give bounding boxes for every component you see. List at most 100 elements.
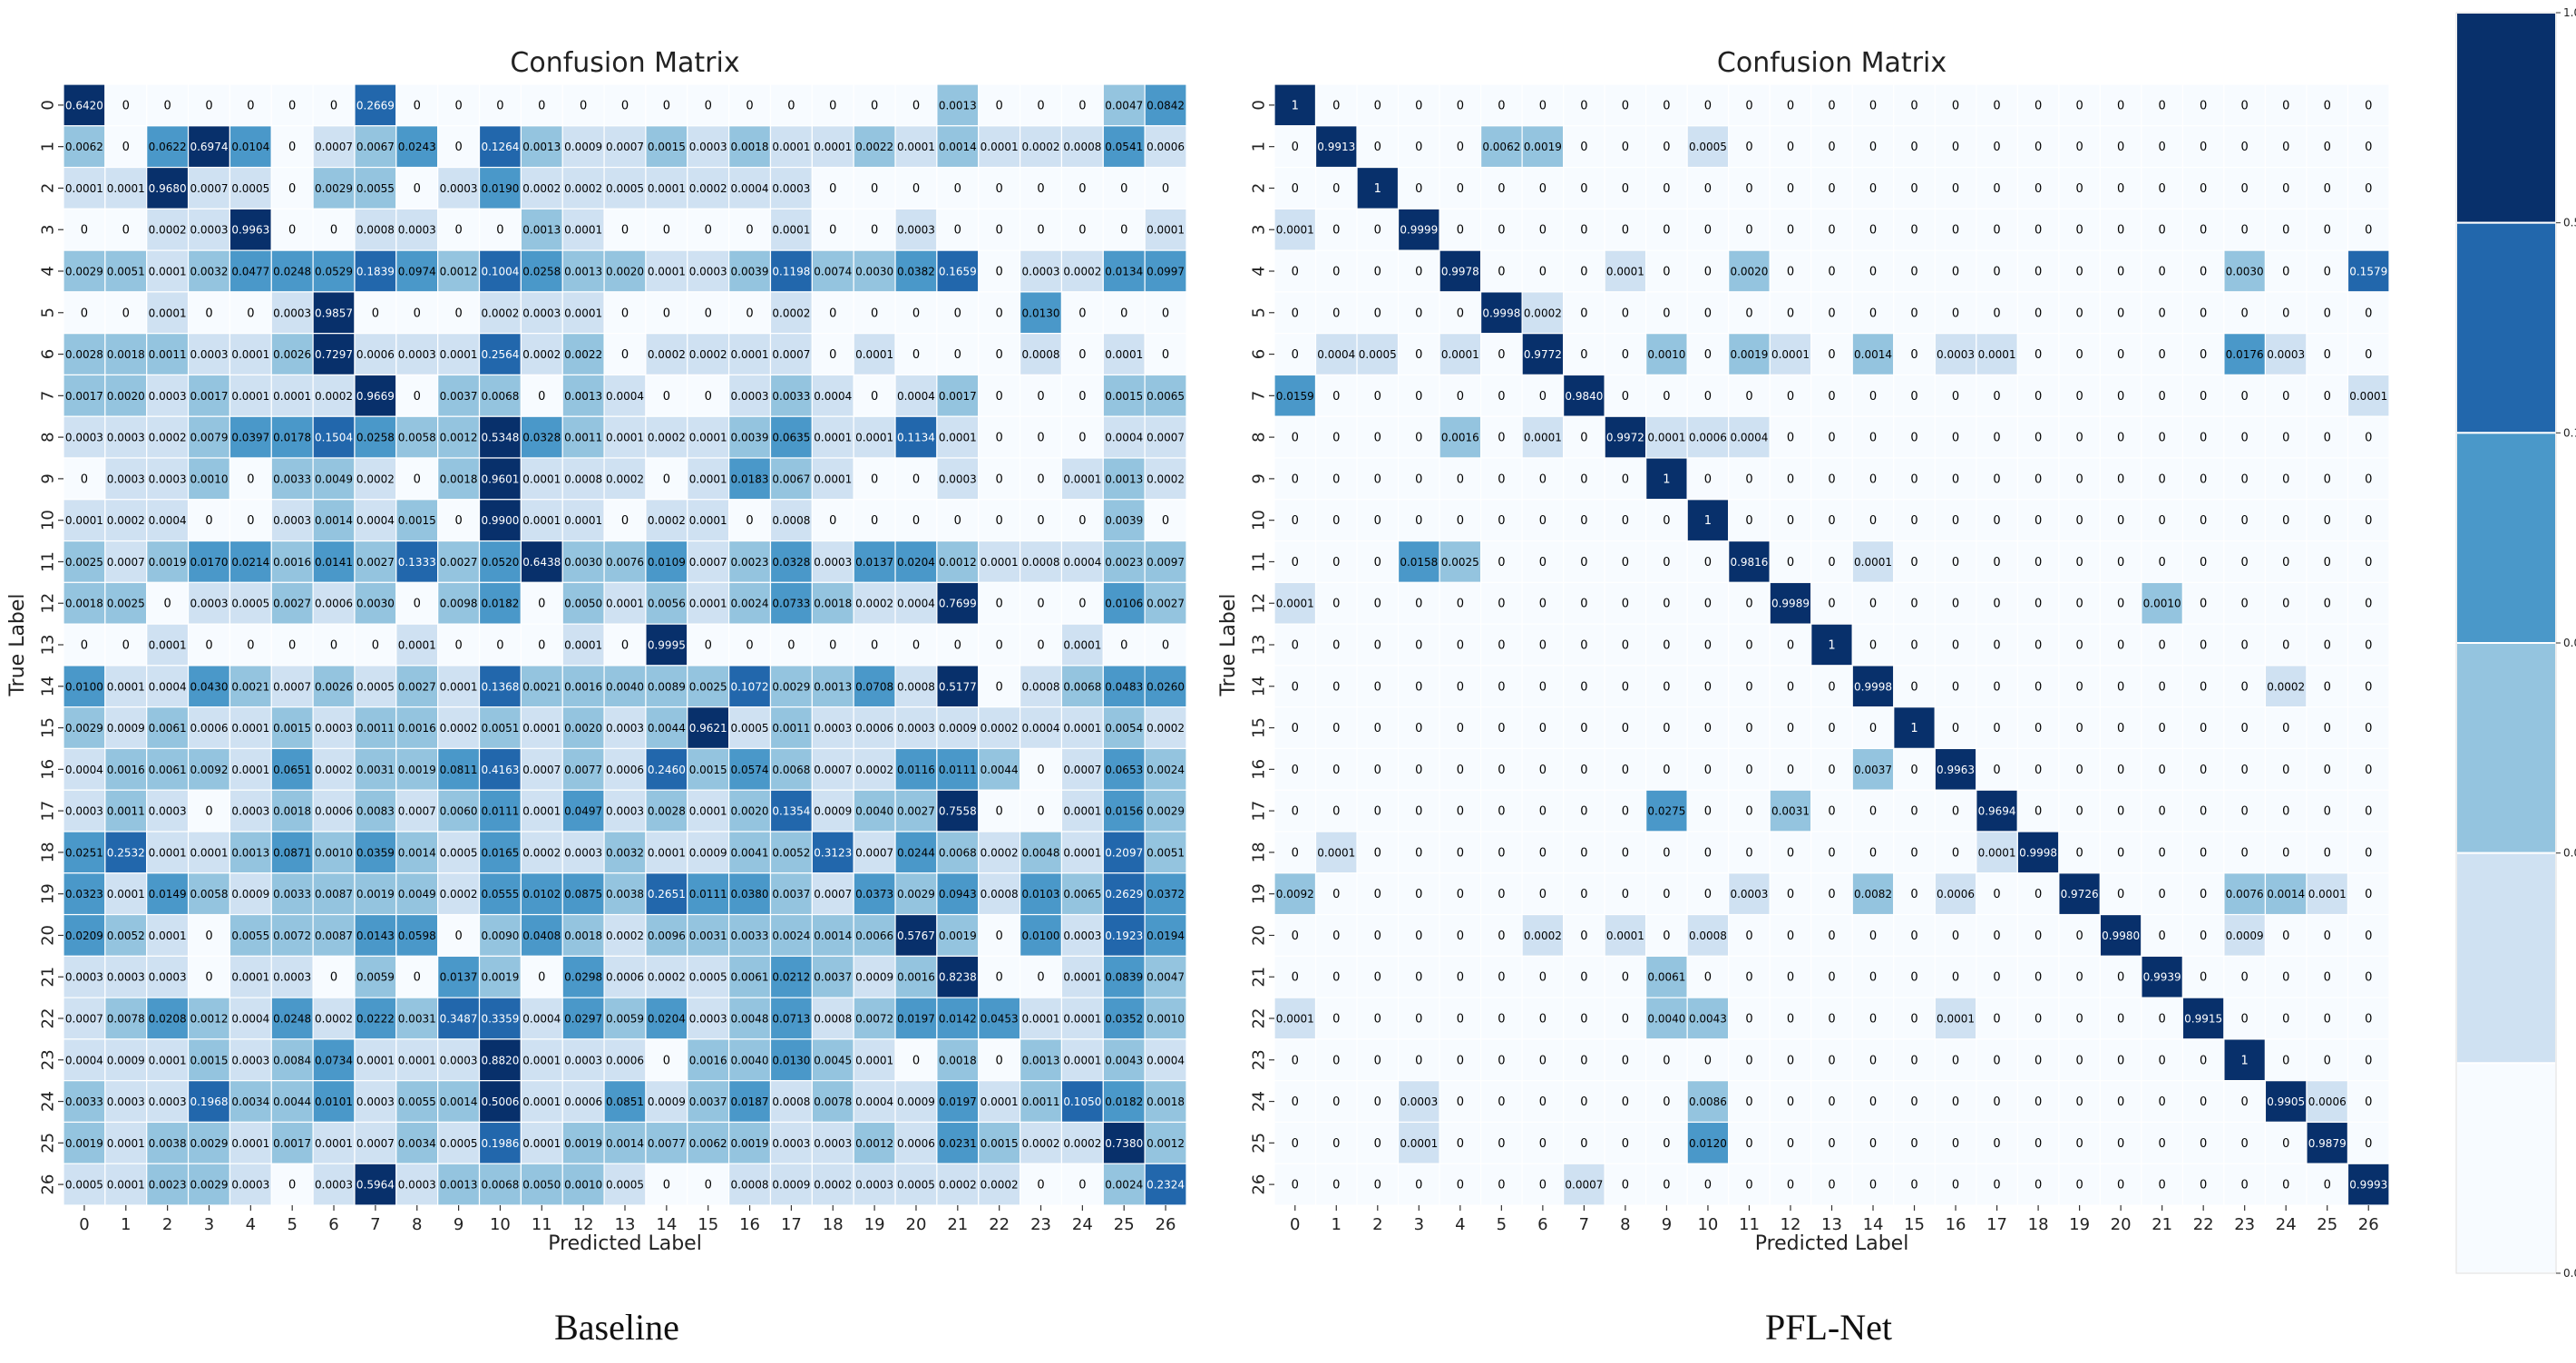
cell-value-label: 0 [1745, 680, 1752, 694]
cell-value-label: 0 [2365, 99, 2372, 112]
cell-value-label: 0 [2200, 971, 2207, 985]
heatmap-cell [936, 706, 980, 750]
cell-value-label: 0 [1292, 472, 1299, 486]
cell-value-label: 0 [2200, 514, 2207, 528]
cell-value-label: 0.0520 [481, 556, 519, 569]
cell-value-label: 0.0014 [606, 1137, 644, 1150]
cell-value-label: 0.1579 [2349, 266, 2387, 278]
cell-value-label: 0.0076 [606, 556, 644, 569]
cell-value-label: 0.0001 [564, 639, 602, 652]
heatmap-cell [1102, 457, 1146, 501]
cell-value-label: 0 [1580, 680, 1587, 694]
cell-value-label: 0 [1292, 514, 1299, 528]
cell-value-label: 0.0059 [606, 1013, 644, 1026]
cell-value-label: 0.0003 [65, 971, 103, 984]
cell-value-label: 0 [2159, 307, 2166, 320]
x-tick-label: 10 [490, 1215, 511, 1234]
heatmap-cell [270, 374, 314, 417]
cell-value-label: 0 [1037, 472, 1044, 486]
heatmap-cell [63, 623, 106, 667]
cell-value-label: 0 [2282, 514, 2289, 528]
cell-value-label: 0 [1374, 514, 1381, 528]
y-tick-label: 5 [38, 307, 57, 317]
cell-value-label: 0.0004 [65, 764, 103, 776]
cell-value-label: 0 [1539, 1013, 1547, 1027]
cell-value-label: 0.0001 [1063, 639, 1101, 652]
cell-value-label: 0.0072 [855, 1013, 893, 1026]
cell-value-label: 0 [1457, 472, 1464, 486]
x-tick-label: 13 [1821, 1215, 1842, 1234]
cell-value-label: 0 [1539, 514, 1547, 528]
cell-value-label: 0 [1539, 680, 1547, 694]
cell-value-label: 0.0021 [522, 680, 561, 693]
cell-value-label: 0 [663, 1179, 670, 1193]
cell-value-label: 0.0001 [1063, 1054, 1101, 1066]
cell-value-label: 0 [705, 1179, 712, 1193]
cell-value-label: 0 [746, 639, 753, 653]
heatmap-cell [104, 665, 148, 708]
heatmap-cell [894, 374, 938, 417]
cell-value-label: 0 [1704, 390, 1712, 404]
cell-value-label: 0.0839 [1105, 971, 1143, 984]
cell-value-label: 0.0003 [149, 1095, 187, 1108]
cell-value-label: 0.0197 [897, 1013, 935, 1026]
y-tick-label: 0 [1249, 100, 1268, 110]
cell-value-label: 0.0483 [1105, 680, 1143, 693]
cell-value-label: 0.9772 [1524, 348, 1562, 361]
cell-value-label: 0.0003 [731, 390, 769, 403]
cell-value-label: 0.0038 [149, 1137, 187, 1150]
heatmap-cell [853, 83, 896, 127]
cell-value-label: 0.0001 [149, 930, 187, 942]
cell-value-label: 0.0408 [522, 930, 561, 942]
cell-value-label: 0.0248 [273, 1013, 311, 1026]
cell-value-label: 0.0023 [149, 1179, 187, 1192]
cell-value-label: 0 [1952, 598, 1959, 611]
heatmap-cell [187, 581, 231, 625]
y-tick-label: 20 [38, 925, 57, 946]
cell-value-label: 0.0002 [855, 764, 893, 776]
cell-value-label: 0 [1869, 722, 1877, 735]
cell-value-label: 0.0997 [1147, 266, 1185, 278]
cell-value-label: 0.0001 [648, 182, 686, 195]
cell-value-label: 0.2651 [648, 888, 686, 901]
cell-value-label: 0 [2034, 722, 2042, 735]
cell-value-label: 0.9816 [1730, 556, 1768, 569]
cell-value-label: 0 [1828, 224, 1835, 238]
cell-value-label: 0 [1663, 888, 1670, 901]
cell-value-label: 0 [2117, 1137, 2124, 1151]
cell-value-label: 0 [1869, 141, 1877, 154]
heatmap-cell [478, 415, 522, 459]
cell-value-label: 0 [496, 639, 503, 653]
cell-value-label: 0.0016 [1441, 432, 1479, 444]
cell-value-label: 0 [1580, 1013, 1587, 1027]
cell-value-label: 0.0001 [855, 348, 893, 361]
cell-value-label: 0.0101 [315, 1095, 353, 1108]
cell-value-label: 0 [1910, 390, 1917, 404]
cell-value-label: 0 [1415, 390, 1422, 404]
cell-value-label: 0.0003 [107, 971, 145, 984]
cell-value-label: 0 [1910, 224, 1917, 238]
cell-value-label: 0 [2282, 472, 2289, 486]
cell-value-label: 0 [1910, 888, 1917, 901]
cell-value-label: 0 [288, 99, 296, 112]
cell-value-label: 0.0044 [273, 1095, 311, 1108]
y-tick-label: 14 [38, 676, 57, 696]
heatmap-cell [1144, 706, 1187, 750]
cell-value-label: 0 [1828, 182, 1835, 196]
cell-value-label: 0.0023 [1105, 556, 1143, 569]
cell-value-label: 0 [2159, 182, 2166, 196]
cell-value-label: 0.0009 [648, 1095, 686, 1108]
cell-value-label: 0 [1952, 224, 1959, 238]
cell-value-label: 0 [1292, 930, 1299, 943]
cell-value-label: 0.0039 [731, 266, 769, 278]
x-tick-label: 3 [1414, 1215, 1424, 1234]
cell-value-label: 0.0002 [855, 598, 893, 610]
cell-value-label: 0.0005 [897, 1179, 935, 1192]
cell-value-label: 0 [1828, 432, 1835, 445]
heatmap-cell [229, 166, 272, 209]
cell-value-label: 0 [1622, 1137, 1629, 1151]
x-tick-label: 12 [573, 1215, 594, 1234]
cell-value-label: 0.0002 [606, 472, 644, 485]
cell-value-label: 0 [2034, 639, 2042, 653]
cell-value-label: 0 [1457, 888, 1464, 901]
